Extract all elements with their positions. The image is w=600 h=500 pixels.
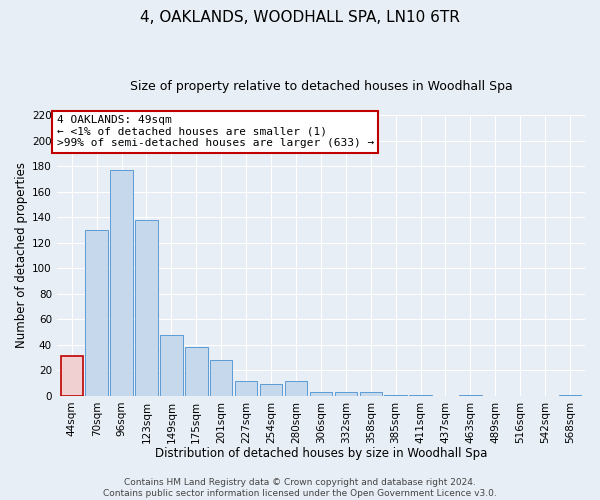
Bar: [260, 384, 282, 396]
Bar: [210, 360, 232, 396]
Bar: [559, 394, 581, 396]
Text: Contains HM Land Registry data © Crown copyright and database right 2024.
Contai: Contains HM Land Registry data © Crown c…: [103, 478, 497, 498]
Y-axis label: Number of detached properties: Number of detached properties: [15, 162, 28, 348]
Bar: [335, 392, 357, 396]
Bar: [409, 394, 432, 396]
Bar: [185, 348, 208, 396]
Bar: [110, 170, 133, 396]
Bar: [285, 380, 307, 396]
Bar: [459, 394, 482, 396]
Bar: [385, 394, 407, 396]
Bar: [85, 230, 108, 396]
Bar: [310, 392, 332, 396]
X-axis label: Distribution of detached houses by size in Woodhall Spa: Distribution of detached houses by size …: [155, 447, 487, 460]
Title: Size of property relative to detached houses in Woodhall Spa: Size of property relative to detached ho…: [130, 80, 512, 93]
Bar: [135, 220, 158, 396]
Text: 4 OAKLANDS: 49sqm
← <1% of detached houses are smaller (1)
>99% of semi-detached: 4 OAKLANDS: 49sqm ← <1% of detached hous…: [57, 115, 374, 148]
Bar: [359, 392, 382, 396]
Text: 4, OAKLANDS, WOODHALL SPA, LN10 6TR: 4, OAKLANDS, WOODHALL SPA, LN10 6TR: [140, 10, 460, 25]
Bar: [160, 334, 182, 396]
Bar: [61, 356, 83, 396]
Bar: [235, 380, 257, 396]
